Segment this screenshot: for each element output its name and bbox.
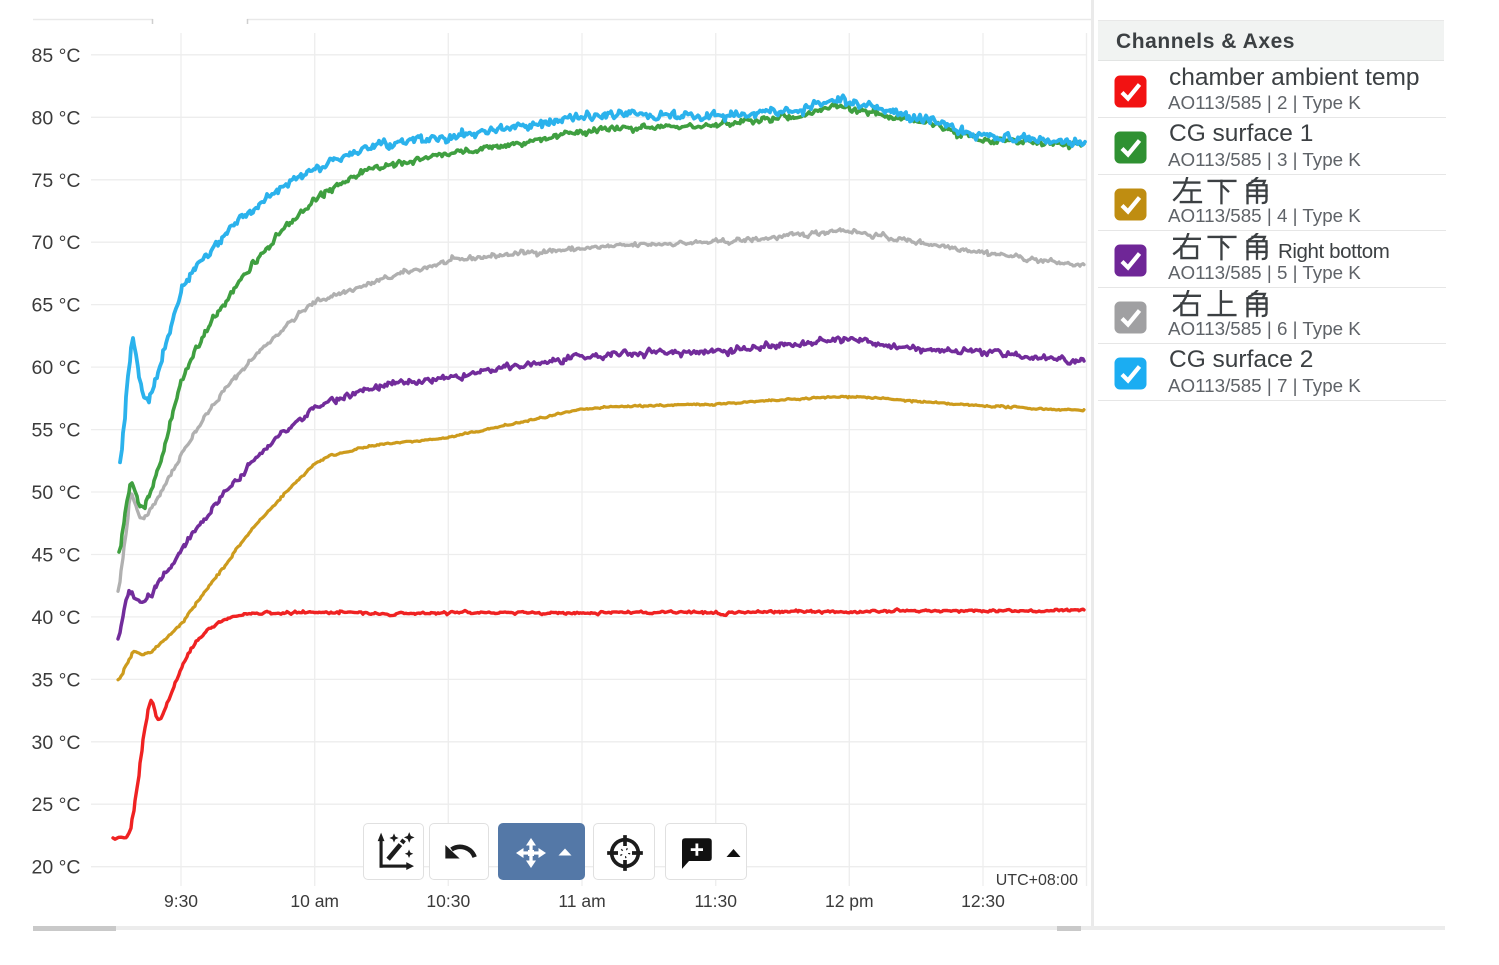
svg-text:60 °C: 60 °C — [32, 357, 81, 379]
svg-text:30 °C: 30 °C — [32, 732, 81, 754]
svg-text:50 °C: 50 °C — [32, 482, 81, 504]
svg-text:20 °C: 20 °C — [32, 857, 81, 879]
svg-text:11:30: 11:30 — [694, 891, 737, 911]
svg-text:80 °C: 80 °C — [32, 107, 81, 129]
svg-text:40 °C: 40 °C — [32, 607, 81, 629]
svg-text:65 °C: 65 °C — [32, 295, 81, 317]
svg-text:25 °C: 25 °C — [32, 794, 81, 816]
svg-text:9:30: 9:30 — [164, 891, 198, 911]
svg-text:12 pm: 12 pm — [825, 891, 874, 911]
svg-text:45 °C: 45 °C — [32, 545, 81, 567]
svg-text:UTC+08:00: UTC+08:00 — [996, 872, 1078, 889]
svg-text:11 am: 11 am — [558, 891, 605, 911]
svg-text:10:30: 10:30 — [426, 891, 470, 911]
svg-text:12:30: 12:30 — [961, 891, 1005, 911]
svg-text:10 am: 10 am — [290, 891, 339, 911]
svg-text:70 °C: 70 °C — [32, 232, 81, 254]
svg-text:85 °C: 85 °C — [32, 45, 81, 67]
svg-text:35 °C: 35 °C — [32, 669, 81, 691]
svg-text:55 °C: 55 °C — [32, 420, 81, 442]
svg-text:75 °C: 75 °C — [32, 170, 81, 192]
